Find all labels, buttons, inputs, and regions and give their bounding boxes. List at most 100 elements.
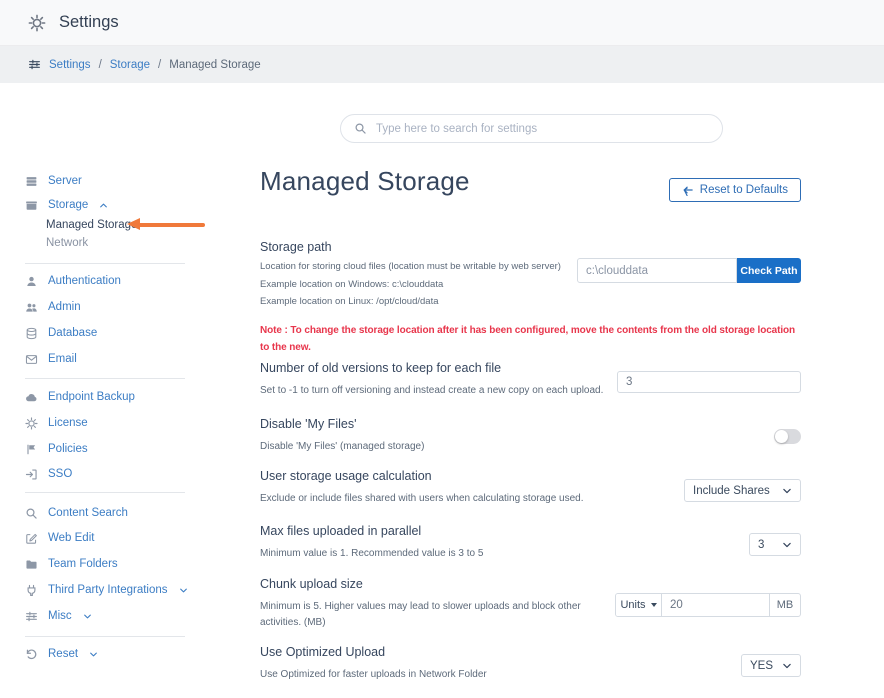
- chevron-up-icon: [99, 201, 108, 210]
- section-storage-path: Storage path Location for storing cloud …: [260, 240, 801, 311]
- chunk-size-unit-suffix: MB: [769, 594, 800, 616]
- disable-my-files-control: [774, 429, 801, 444]
- sidebar-item-admin[interactable]: Admin: [25, 299, 81, 315]
- usage-calc-dropdown[interactable]: Include Shares: [684, 479, 801, 502]
- storage-note: Note : To change the storage location af…: [260, 325, 796, 353]
- optimized-upload-label: Use Optimized Upload: [260, 645, 386, 659]
- sidebar-item-reset[interactable]: Reset: [25, 646, 98, 662]
- versions-description: Set to -1 to turn off versioning and ins…: [260, 385, 604, 396]
- versions-label: Number of old versions to keep for each …: [260, 361, 502, 375]
- chevron-down-icon: [179, 586, 188, 595]
- storage-path-description: Location for storing cloud files (locati…: [260, 261, 561, 307]
- usage-calc-label: User storage usage calculation: [260, 469, 432, 483]
- chevron-down-icon: [83, 612, 92, 621]
- caret-down-icon: [650, 603, 657, 607]
- versions-input[interactable]: [617, 371, 801, 393]
- sidebar-item-network[interactable]: Network: [46, 237, 89, 249]
- sidebar-item-misc[interactable]: Misc: [25, 608, 92, 624]
- disable-my-files-description: Disable 'My Files' (managed storage): [260, 441, 425, 452]
- breadcrumb-separator: /: [98, 58, 102, 71]
- usage-calc-control: Include Shares: [684, 479, 801, 502]
- main-content: Managed Storage Reset to Defaults Storag…: [260, 83, 801, 698]
- toggle-knob: [775, 430, 788, 443]
- disable-my-files-toggle[interactable]: [774, 429, 801, 444]
- check-path-button[interactable]: Check Path: [737, 258, 801, 283]
- units-dropdown[interactable]: Units: [616, 594, 662, 616]
- max-parallel-description: Minimum value is 1. Recommended value is…: [260, 548, 484, 559]
- sidebar-item-sso[interactable]: SSO: [25, 466, 72, 482]
- optimized-upload-control: YES: [741, 654, 801, 677]
- sidebar-item-license[interactable]: License: [25, 415, 88, 431]
- sidebar-item-policies[interactable]: Policies: [25, 441, 88, 457]
- annotation-arrow: [127, 218, 205, 231]
- cog-icon: [25, 417, 38, 430]
- chunk-size-label: Chunk upload size: [260, 577, 363, 591]
- section-max-parallel: Max files uploaded in parallel Minimum v…: [260, 524, 801, 561]
- breadcrumb-separator: /: [158, 58, 162, 71]
- breadcrumb-link-settings[interactable]: Settings: [49, 58, 91, 71]
- sidebar-item-team-folders[interactable]: Team Folders: [25, 556, 118, 572]
- annotation-arrow-tail: [138, 222, 205, 227]
- sidebar-item-server[interactable]: Server: [25, 173, 82, 189]
- sidebar-item-database[interactable]: Database: [25, 325, 97, 341]
- sso-icon: [25, 468, 38, 481]
- storage-path-control: Check Path: [577, 258, 801, 283]
- folder-icon: [25, 558, 38, 571]
- versions-control: [617, 371, 801, 393]
- chunk-size-description: Minimum is 5. Higher values may lead to …: [260, 601, 581, 628]
- chevron-down-icon: [782, 486, 792, 496]
- annotation-arrow-head: [127, 218, 140, 230]
- sidebar-item-email[interactable]: Email: [25, 351, 77, 367]
- sidebar-item-content-search[interactable]: Content Search: [25, 505, 128, 521]
- optimized-upload-dropdown[interactable]: YES: [741, 654, 801, 677]
- chevron-down-icon: [782, 540, 792, 550]
- users-icon: [25, 301, 38, 314]
- page-title: Managed Storage: [260, 166, 470, 196]
- user-icon: [25, 275, 38, 288]
- section-usage-calc: User storage usage calculation Exclude o…: [260, 469, 801, 506]
- app-header: Settings: [0, 0, 884, 46]
- settings-search: [340, 114, 723, 143]
- sidebar-divider: [25, 636, 185, 637]
- cloud-icon: [25, 391, 38, 404]
- max-parallel-label: Max files uploaded in parallel: [260, 524, 422, 538]
- storage-path-label: Storage path: [260, 240, 332, 254]
- settings-search-input[interactable]: [376, 122, 709, 135]
- chunk-size-control: Units MB: [615, 593, 801, 617]
- chunk-size-input[interactable]: [662, 594, 769, 616]
- sidebar-item-endpoint-backup[interactable]: Endpoint Backup: [25, 389, 135, 405]
- gear-icon: [28, 14, 46, 32]
- sidebar-item-web-edit[interactable]: Web Edit: [25, 530, 94, 546]
- sidebar-divider: [25, 378, 185, 379]
- search-icon: [354, 122, 367, 135]
- sliders-icon: [28, 58, 41, 71]
- app-title: Settings: [59, 13, 119, 31]
- mail-icon: [25, 353, 38, 366]
- settings-sidebar: Server Storage Managed Storage Network A…: [0, 83, 230, 698]
- policies-icon: [25, 443, 38, 456]
- disable-my-files-label: Disable 'My Files': [260, 417, 357, 431]
- search-icon: [25, 507, 38, 520]
- sidebar-item-storage[interactable]: Storage: [25, 197, 108, 213]
- chevron-down-icon: [782, 661, 792, 671]
- plug-icon: [25, 584, 38, 597]
- chunk-size-group: Units MB: [615, 593, 801, 617]
- max-parallel-dropdown[interactable]: 3: [749, 533, 801, 556]
- storage-path-input[interactable]: [577, 258, 737, 283]
- breadcrumb: Settings / Storage / Managed Storage: [0, 46, 884, 83]
- section-versions: Number of old versions to keep for each …: [260, 361, 801, 398]
- optimized-upload-description: Use Optimized for faster uploads in Netw…: [260, 669, 487, 680]
- reset-to-defaults-button[interactable]: Reset to Defaults: [668, 178, 801, 202]
- sliders-icon: [25, 610, 38, 623]
- sidebar-item-authentication[interactable]: Authentication: [25, 273, 121, 289]
- chevron-down-icon: [89, 650, 98, 659]
- arrow-left-icon: [682, 184, 694, 196]
- usage-calc-description: Exclude or include files shared with use…: [260, 493, 584, 504]
- database-icon: [25, 327, 38, 340]
- server-icon: [25, 175, 38, 188]
- sidebar-item-third-party-integrations[interactable]: Third Party Integrations: [25, 582, 188, 598]
- sidebar-item-managed-storage[interactable]: Managed Storage: [46, 219, 138, 231]
- breadcrumb-link-storage[interactable]: Storage: [109, 58, 151, 71]
- breadcrumb-current: Managed Storage: [169, 58, 261, 71]
- reset-icon: [25, 648, 38, 661]
